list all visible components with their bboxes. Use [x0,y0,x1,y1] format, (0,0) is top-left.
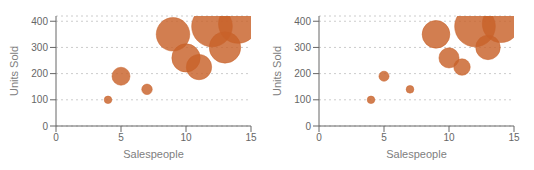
svg-text:Units Sold: Units Sold [8,46,20,96]
svg-text:200: 200 [294,68,311,79]
svg-text:5: 5 [381,132,387,143]
svg-text:15: 15 [245,132,257,143]
svg-text:10: 10 [180,132,192,143]
svg-text:400: 400 [31,16,48,27]
svg-text:300: 300 [294,42,311,53]
svg-text:5: 5 [118,132,124,143]
svg-text:Salespeople: Salespeople [386,148,447,160]
svg-text:0: 0 [305,121,311,132]
svg-text:0: 0 [42,121,48,132]
svg-text:0: 0 [53,132,59,143]
svg-text:100: 100 [294,94,311,105]
svg-text:200: 200 [31,68,48,79]
svg-text:400: 400 [294,16,311,27]
svg-text:0: 0 [316,132,322,143]
svg-text:300: 300 [31,42,48,53]
svg-text:Units Sold: Units Sold [271,46,283,96]
svg-text:Salespeople: Salespeople [123,148,184,160]
svg-text:100: 100 [31,94,48,105]
svg-text:15: 15 [508,132,520,143]
svg-text:10: 10 [443,132,455,143]
